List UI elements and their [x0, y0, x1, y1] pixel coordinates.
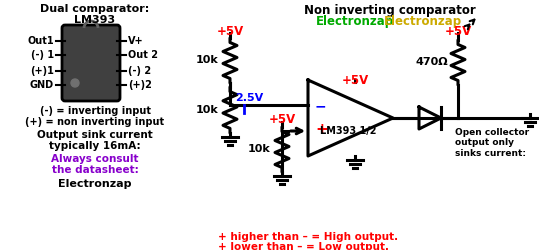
Text: Open collector
output only
sinks current:: Open collector output only sinks current… [455, 128, 529, 158]
Text: (+) = non inverting input: (+) = non inverting input [25, 117, 164, 127]
Text: +5V: +5V [268, 113, 295, 126]
Text: Non inverting comparator: Non inverting comparator [304, 4, 476, 17]
Text: Electronzap: Electronzap [316, 15, 394, 28]
Text: Out 2: Out 2 [128, 50, 158, 60]
Text: typically 16mA:: typically 16mA: [49, 141, 141, 151]
Text: + higher than – = High output.: + higher than – = High output. [218, 232, 398, 242]
Text: (-) 1: (-) 1 [31, 50, 54, 60]
Text: +5V: +5V [216, 25, 244, 38]
Text: LM393: LM393 [74, 15, 115, 25]
Text: Dual comparator:: Dual comparator: [40, 4, 150, 14]
Text: Always consult: Always consult [51, 154, 139, 164]
Text: V+: V+ [128, 36, 143, 46]
Text: GND: GND [30, 80, 54, 90]
Text: Electronzap: Electronzap [58, 179, 132, 189]
Text: (-) = inverting input: (-) = inverting input [39, 106, 150, 116]
Text: −: − [315, 99, 327, 113]
Text: the datasheet:: the datasheet: [52, 165, 139, 175]
FancyBboxPatch shape [62, 25, 120, 101]
Text: +: + [315, 122, 328, 138]
Text: LM393 1/2: LM393 1/2 [320, 126, 377, 136]
Text: Output sink current: Output sink current [37, 130, 153, 140]
Text: (+)1: (+)1 [30, 66, 54, 76]
Text: +5V: +5V [341, 74, 369, 87]
Circle shape [71, 79, 79, 87]
Text: 470Ω: 470Ω [416, 57, 448, 67]
Text: Electronzap: Electronzap [384, 15, 462, 28]
Text: 10k: 10k [247, 144, 270, 154]
Text: +5V: +5V [444, 25, 472, 38]
Text: (+)2: (+)2 [128, 80, 152, 90]
Text: (-) 2: (-) 2 [128, 66, 151, 76]
Text: + lower than – = Low output.: + lower than – = Low output. [218, 242, 389, 250]
Text: 10k: 10k [195, 105, 218, 115]
Text: 2.5V: 2.5V [235, 93, 263, 103]
Text: 10k: 10k [195, 55, 218, 65]
Text: Out1: Out1 [27, 36, 54, 46]
